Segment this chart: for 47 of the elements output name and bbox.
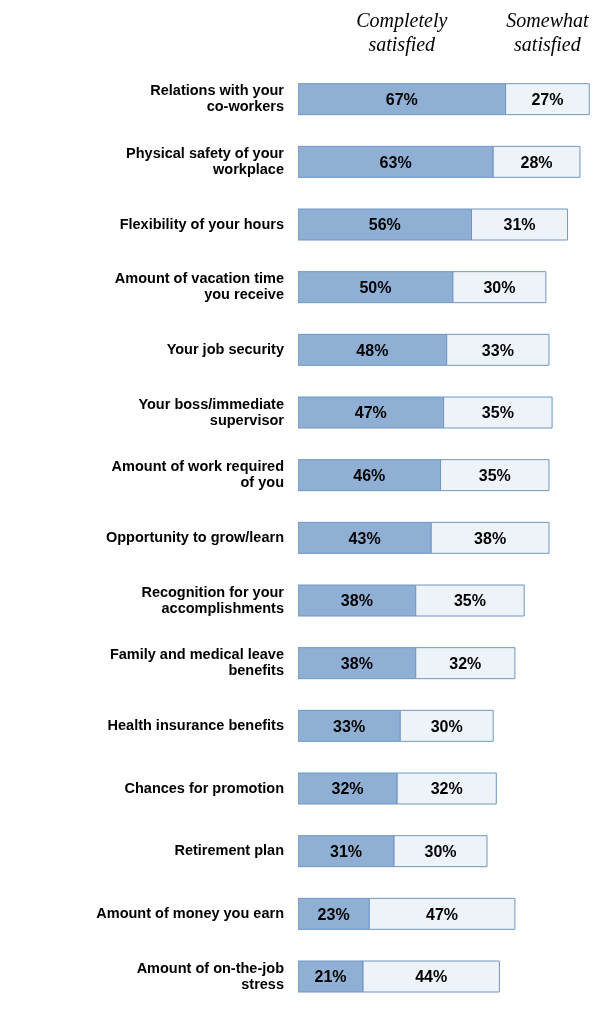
y-tick-label: Retirement plan xyxy=(174,842,284,859)
data-label: 30% xyxy=(424,842,457,860)
y-tick-label: Recognition for your accomplishments xyxy=(141,583,285,616)
y-tick-label: Flexibility of your hours xyxy=(119,215,284,232)
data-label: 32% xyxy=(331,780,364,798)
y-tick-label: Health insurance benefits xyxy=(107,716,284,733)
y-tick-label: Amount of vacation time you receive xyxy=(114,270,284,303)
data-label: 30% xyxy=(430,717,463,735)
y-tick-label: Amount of on-the-job stress xyxy=(136,959,285,992)
data-label: 33% xyxy=(333,717,366,735)
data-label: 38% xyxy=(474,529,507,547)
data-label: 56% xyxy=(368,216,401,234)
data-label: 31% xyxy=(503,216,536,234)
data-label: 43% xyxy=(348,529,381,547)
y-tick-label: Physical safety of your workplace xyxy=(126,144,285,177)
series-label: Somewhat satisfied xyxy=(505,8,590,56)
data-label: 33% xyxy=(481,341,514,359)
data-label: 47% xyxy=(426,905,459,923)
data-label: 21% xyxy=(314,968,347,986)
data-label: 48% xyxy=(356,341,389,359)
y-tick-label: Your job security xyxy=(166,340,284,357)
data-label: 23% xyxy=(317,905,350,923)
y-tick-label: Your boss/immediate supervisor xyxy=(138,395,285,428)
y-tick-label: Amount of money you earn xyxy=(96,904,284,921)
y-tick-label: Opportunity to grow/learn xyxy=(105,528,284,545)
data-label: 30% xyxy=(483,278,516,296)
data-label: 28% xyxy=(520,153,553,171)
data-label: 31% xyxy=(330,842,363,860)
data-label: 50% xyxy=(359,278,392,296)
data-label: 35% xyxy=(453,592,486,610)
y-tick-label: Relations with your co-workers xyxy=(150,82,285,115)
data-label: 67% xyxy=(385,90,418,108)
data-label: 32% xyxy=(449,654,482,672)
data-label: 46% xyxy=(353,466,386,484)
data-label: 27% xyxy=(531,90,564,108)
data-label: 63% xyxy=(379,153,412,171)
data-label: 38% xyxy=(340,654,373,672)
series-label: Completely satisfied xyxy=(355,8,449,56)
data-label: 44% xyxy=(415,968,448,986)
data-label: 38% xyxy=(340,592,373,610)
data-label: 32% xyxy=(430,780,463,798)
data-label: 47% xyxy=(354,404,387,422)
y-tick-label: Chances for promotion xyxy=(124,779,284,796)
data-label: 35% xyxy=(481,404,514,422)
data-label: 35% xyxy=(478,466,511,484)
y-tick-label: Family and medical leave benefits xyxy=(109,646,284,679)
y-tick-label: Amount of work required of you xyxy=(111,458,284,491)
